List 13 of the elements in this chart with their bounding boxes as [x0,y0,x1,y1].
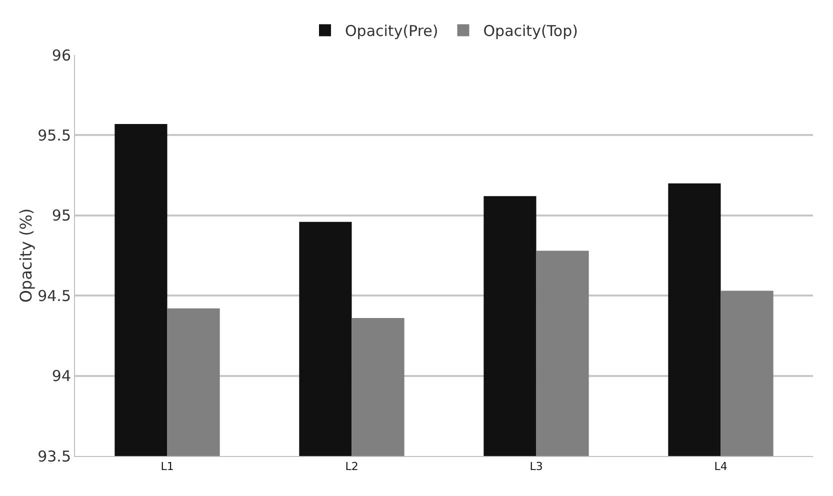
x-tick-label: L3 [530,460,543,474]
y-tick-label: 94 [52,367,71,386]
legend-label: Opacity(Top) [483,22,578,40]
y-tick-label: 96 [52,46,71,64]
y-tick-label: 93.5 [38,447,71,466]
x-tick-label: L1 [160,460,174,474]
y-axis-title: Opacity (%) [16,208,36,303]
legend-label: Opacity(Pre) [345,22,438,40]
x-tick-label: L2 [345,460,358,474]
y-tick-label: 95 [52,206,71,225]
y-tick-label: 95.5 [38,126,71,144]
x-tick-label: L4 [714,460,728,474]
y-tick-label: 94.5 [38,286,71,305]
